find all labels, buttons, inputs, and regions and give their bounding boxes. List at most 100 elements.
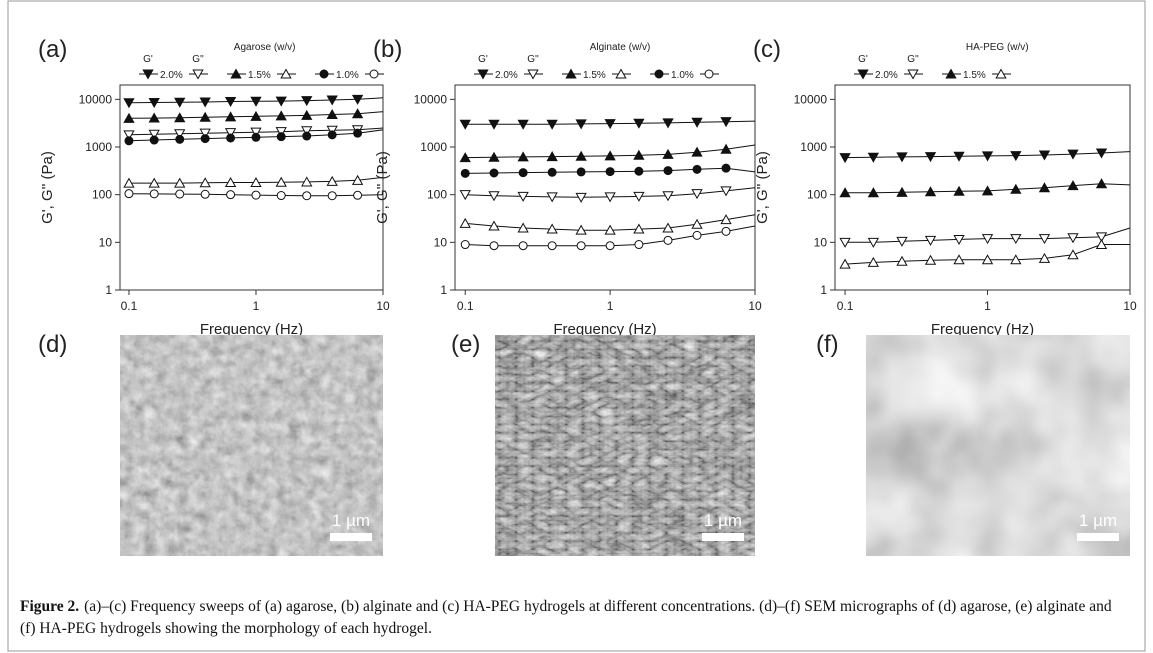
y-tick-label: 10 [434,235,448,249]
legend-label: 1.5% [963,70,986,81]
legend-header: G' [478,54,488,65]
marker [691,218,703,229]
marker [1038,234,1051,245]
marker [981,234,994,245]
marker [662,191,674,202]
x-tick-label: 0.1 [457,299,474,313]
marker [663,166,673,176]
x-axis-title: Frequency (Hz) [200,321,303,338]
marker [301,126,313,137]
marker [604,192,616,203]
legend-marker [527,69,539,80]
marker [691,117,703,128]
legend-label: 1.0% [336,70,359,81]
legend-header: G' [858,54,868,65]
marker [692,164,702,174]
marker [924,186,937,197]
marker [226,133,236,143]
y-axis-title: G', G'' (Pa) [39,151,56,224]
sem-image [866,335,1130,556]
marker [547,167,557,177]
legend-marker [857,69,869,80]
legend-label: 1.5% [583,70,606,81]
marker [1038,182,1051,193]
marker [924,152,937,163]
marker [250,176,262,188]
legend-marker [704,69,714,79]
marker [123,177,135,188]
marker [867,152,880,163]
y-tick-label: 10 [99,235,113,249]
marker [867,256,880,267]
marker [981,185,994,196]
x-tick-label: 10 [1123,299,1137,313]
sem-image [120,335,383,556]
marker [149,135,159,145]
y-tick-label: 1000 [420,140,447,154]
marker [662,118,674,129]
marker [604,119,616,130]
marker [720,186,732,197]
legend-title: Alginate (w/v) [590,42,651,53]
marker [1038,252,1051,263]
marker [488,191,500,202]
marker [981,151,994,162]
legend-header: G'' [907,54,919,65]
marker [691,189,703,200]
marker [123,98,135,109]
marker [327,130,337,140]
marker [517,222,529,233]
marker [575,224,587,235]
legend-label: 1.5% [248,70,271,81]
marker [663,235,673,245]
marker [148,97,160,108]
marker [720,117,732,128]
marker [518,168,528,178]
marker [351,174,364,185]
legend-marker [565,68,577,79]
sem-image [495,335,755,556]
marker [576,241,586,251]
marker [275,127,287,138]
legend-header: G' [143,54,153,65]
marker [353,128,363,138]
scale-bar-label: 1 µm [704,511,742,530]
legend-label: 1.0% [671,70,694,81]
marker [301,96,313,107]
marker [604,224,616,235]
marker [662,222,674,233]
marker [301,176,313,187]
marker [199,97,211,108]
marker [351,108,364,119]
marker [489,168,499,178]
marker [576,167,586,177]
marker [896,236,908,247]
panel-label: (a) [38,36,67,63]
legend-header: G'' [192,54,204,65]
marker [488,220,500,231]
y-tick-label: 10000 [414,92,448,106]
x-tick-label: 0.1 [837,299,854,313]
marker [175,134,185,144]
panel-label: (c) [753,36,781,63]
marker [251,190,261,200]
marker [276,132,286,142]
marker [326,175,338,186]
marker [148,112,160,123]
marker [546,192,558,203]
marker [896,152,908,163]
scale-bar [702,533,744,541]
x-tick-label: 10 [376,299,390,313]
marker [174,97,186,108]
panel-label: (e) [451,331,480,358]
legend-marker [319,69,329,79]
y-tick-label: 10 [814,235,828,249]
scale-bar [330,533,372,541]
marker [459,119,471,130]
marker [199,177,211,188]
legend-marker [945,68,957,79]
marker [517,151,529,162]
marker [896,186,908,197]
